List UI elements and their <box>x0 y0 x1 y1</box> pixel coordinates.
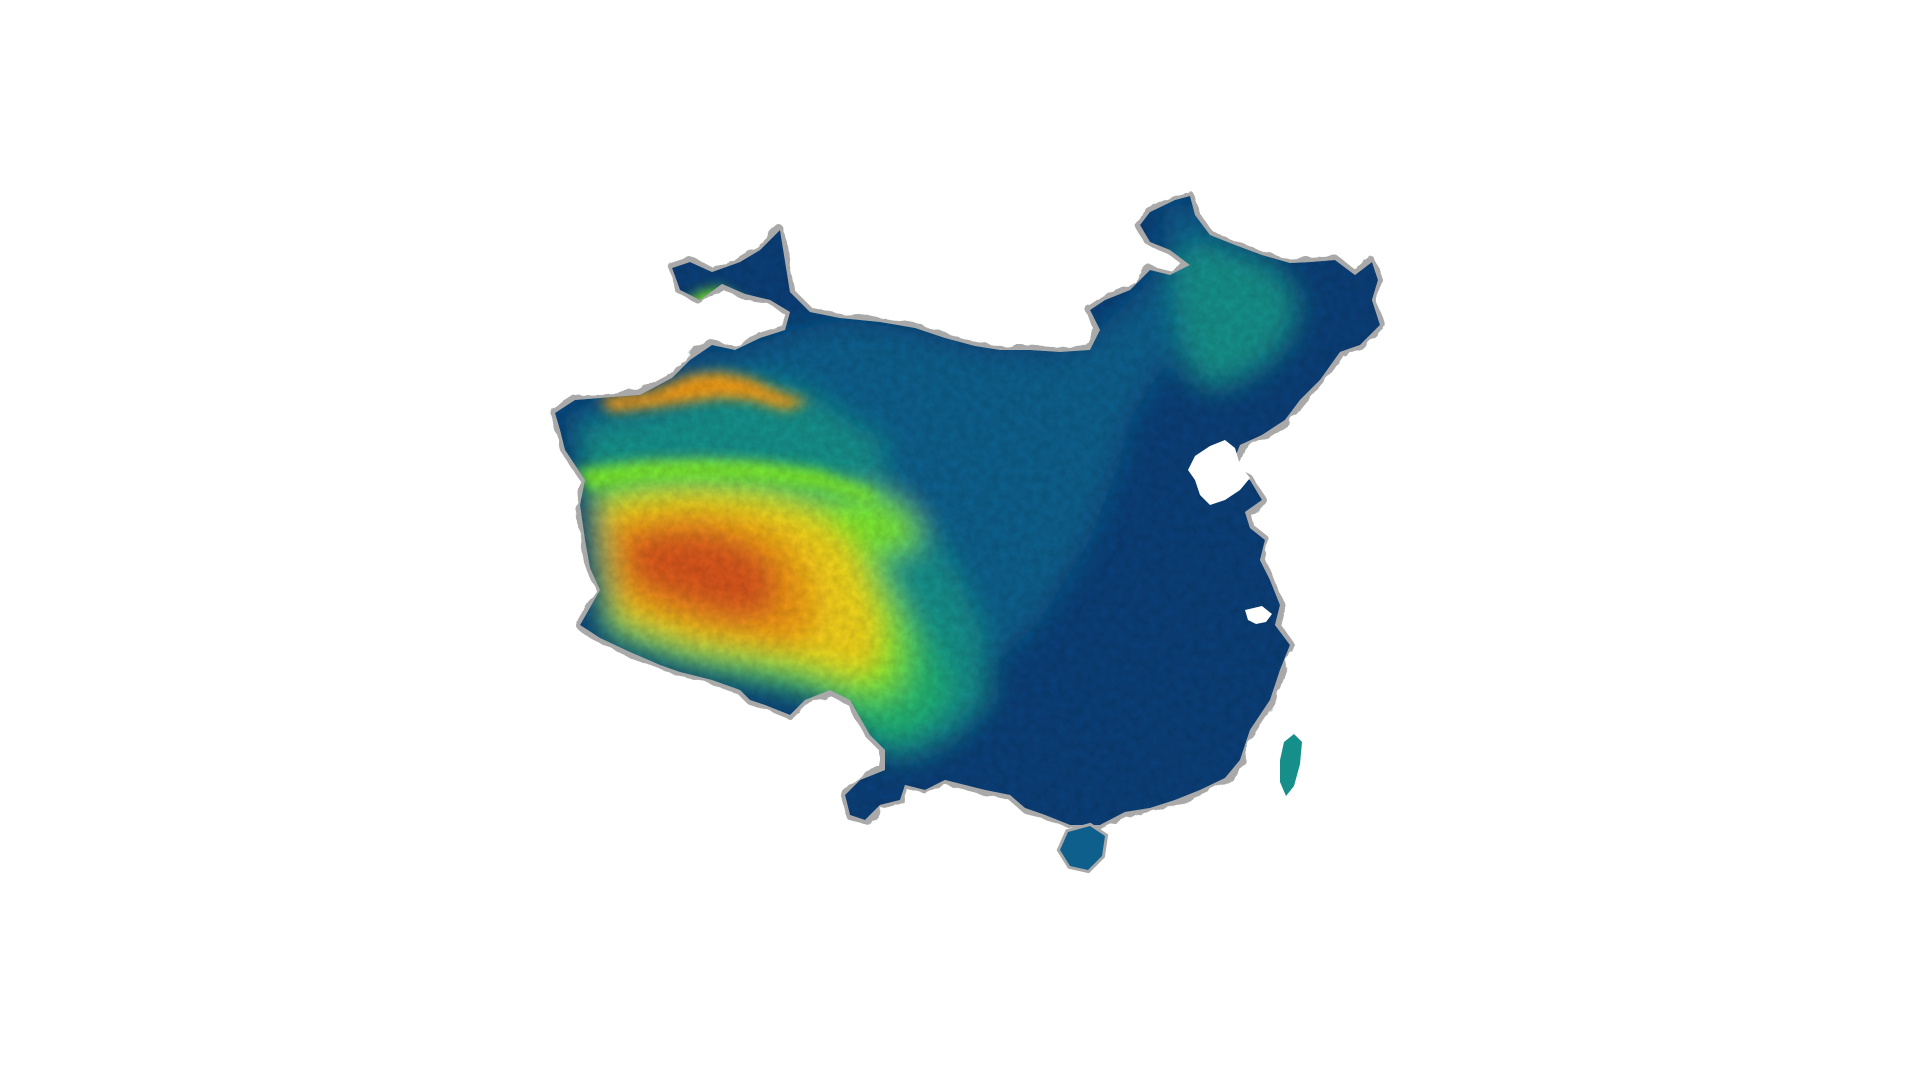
taiwan-island <box>1280 734 1302 796</box>
bohai-sea <box>1188 440 1250 505</box>
hainan-island <box>1060 826 1105 870</box>
yangtze-estuary <box>1245 606 1272 624</box>
